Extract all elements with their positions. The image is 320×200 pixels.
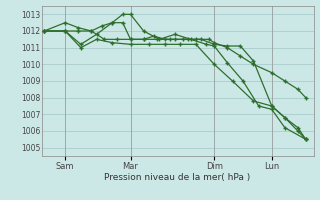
X-axis label: Pression niveau de la mer( hPa ): Pression niveau de la mer( hPa ): [104, 173, 251, 182]
